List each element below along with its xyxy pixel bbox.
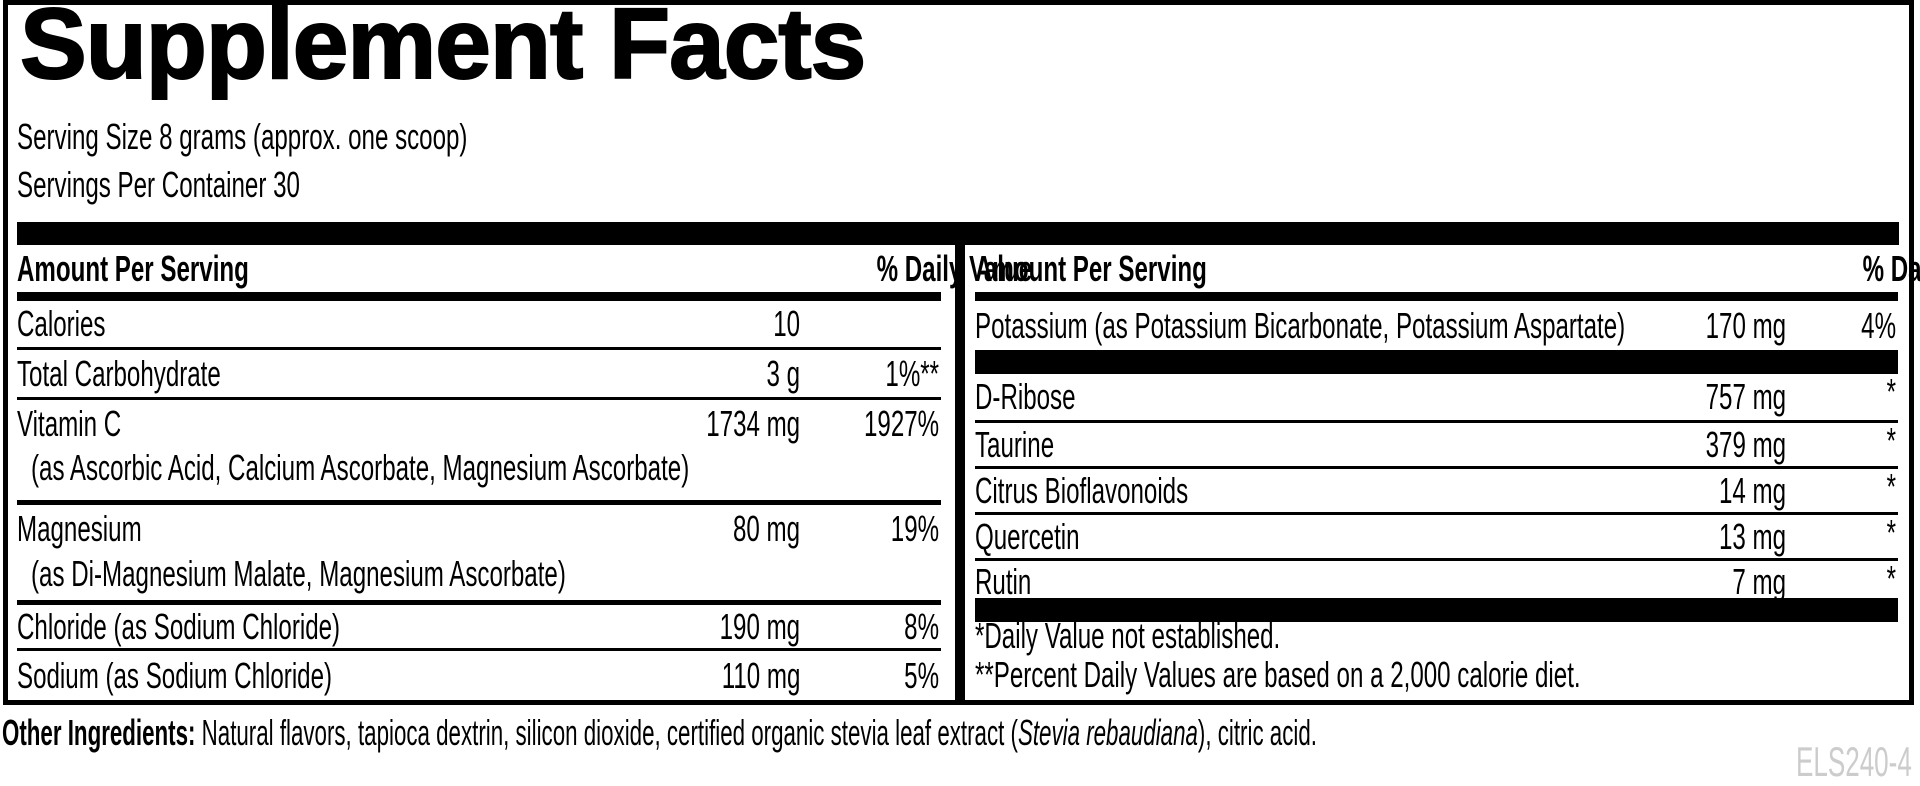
- nutrient-amount: 80 mg: [732, 508, 800, 550]
- table-subrow: (as Ascorbic Acid, Calcium Ascorbate, Ma…: [17, 447, 941, 505]
- daily-value-header: % Daily Value: [876, 247, 1033, 289]
- nutrient-amount: 1734 mg: [706, 402, 800, 444]
- servings-per-container-line: Servings Per Container 30: [17, 164, 439, 205]
- nutrient-dv: 1%**: [885, 352, 939, 394]
- table-row: Calories 10: [17, 301, 941, 350]
- nutrient-amount: 190 mg: [719, 605, 800, 647]
- nutrient-amount: 10: [773, 303, 800, 345]
- right-facts-table: Amount Per Serving % Daily Value Potassi…: [975, 245, 1920, 700]
- nutrient-dv-asterisk: *: [1886, 512, 1896, 553]
- table-row: D-Ribose 757 mg *: [975, 374, 1898, 423]
- serving-size-line: Serving Size 8 grams (approx. one scoop): [17, 116, 689, 157]
- nutrient-name: Sodium (as Sodium Chloride): [17, 654, 333, 696]
- nutrient-dv: 4%: [1861, 304, 1896, 346]
- footnote-text: **Percent Daily Values are based on a 2,…: [975, 654, 1581, 695]
- table-subrow: (as Di-Magnesium Malate, Magnesium Ascor…: [17, 553, 941, 605]
- amount-per-serving-header: Amount Per Serving: [975, 247, 1207, 289]
- nutrient-dv: 1927%: [863, 402, 939, 444]
- nutrient-source-note: (as Di-Magnesium Malate, Magnesium Ascor…: [31, 553, 566, 594]
- other-ingredients-latin-name: Stevia rebaudiana: [1017, 712, 1198, 753]
- table-vertical-divider: [955, 245, 965, 700]
- nutrient-dv-asterisk: *: [1886, 558, 1896, 599]
- table-row: Taurine 379 mg *: [975, 423, 1898, 469]
- table-row: Rutin 7 mg *: [975, 558, 1898, 603]
- section-separator-bar: [975, 350, 1898, 374]
- nutrient-amount: 14 mg: [1718, 469, 1786, 511]
- nutrient-name: Calories: [17, 303, 106, 345]
- supplement-facts-panel: [3, 0, 1914, 705]
- other-ingredients-label: Other Ingredients:: [2, 712, 196, 753]
- amount-per-serving-header: Amount Per Serving: [17, 247, 249, 289]
- product-code-text: ELS240-4: [1796, 738, 1912, 785]
- right-table-header: Amount Per Serving % Daily Value: [975, 245, 1920, 301]
- table-row: Vitamin C 1734 mg 1927%: [17, 400, 941, 447]
- daily-value-header: % Daily Value: [1862, 247, 1920, 289]
- table-row: Chloride (as Sodium Chloride) 190 mg 8%: [17, 605, 941, 651]
- table-row: Potassium (as Potassium Bicarbonate, Pot…: [975, 301, 1898, 350]
- footnote-text: *Daily Value not established.: [975, 615, 1281, 657]
- nutrient-amount: 7 mg: [1732, 561, 1786, 602]
- nutrient-amount: 757 mg: [1705, 376, 1786, 418]
- nutrient-name: Magnesium: [17, 508, 142, 550]
- left-dv-header-cell: % Daily Value: [800, 248, 1033, 289]
- nutrient-amount: 13 mg: [1718, 515, 1786, 557]
- right-amount-header-cell: Amount Per Serving: [975, 248, 1646, 289]
- left-facts-table: Amount Per Serving % Daily Value Calorie…: [17, 245, 1033, 700]
- nutrient-amount: 110 mg: [721, 654, 800, 696]
- nutrient-amount: 170 mg: [1705, 304, 1786, 346]
- left-amount-header-cell: Amount Per Serving: [17, 248, 650, 289]
- nutrient-name: Rutin: [975, 561, 1032, 602]
- other-ingredients-tail: ), citric acid.: [1197, 712, 1317, 753]
- table-row: Sodium (as Sodium Chloride) 110 mg 5%: [17, 651, 941, 700]
- table-row: Citrus Bioflavonoids 14 mg *: [975, 469, 1898, 515]
- nutrient-name: D-Ribose: [975, 376, 1076, 418]
- section-separator-bar: [975, 598, 1898, 622]
- other-ingredients-line: Other Ingredients: Natural flavors, tapi…: [2, 712, 1920, 753]
- nutrient-dv: 5%: [904, 654, 939, 696]
- nutrient-name: Citrus Bioflavonoids: [975, 469, 1189, 511]
- nutrient-dv-asterisk: *: [1886, 466, 1896, 507]
- right-dv-header-cell: % Daily Value: [1786, 248, 1920, 289]
- footnote-daily-value: *Daily Value not established.: [975, 615, 1898, 656]
- table-row: Quercetin 13 mg *: [975, 515, 1898, 561]
- nutrient-amount: 3 g: [766, 352, 800, 394]
- nutrient-dv: 8%: [904, 605, 939, 647]
- nutrient-name: Vitamin C: [17, 402, 122, 444]
- table-row: Magnesium 80 mg 19%: [17, 505, 941, 553]
- nutrient-amount: 379 mg: [1705, 423, 1786, 465]
- nutrient-dv-asterisk: *: [1886, 371, 1896, 412]
- nutrient-name: Chloride (as Sodium Chloride): [17, 605, 341, 647]
- servings-per-container-text: Servings Per Container 30: [17, 164, 300, 205]
- nutrient-dv: 19%: [890, 508, 939, 550]
- serving-size-text: Serving Size 8 grams (approx. one scoop): [17, 116, 468, 157]
- other-ingredients-body: Natural flavors, tapioca dextrin, silico…: [195, 712, 1018, 753]
- nutrient-name: Total Carbohydrate: [17, 352, 221, 394]
- footnote-percent-dv: **Percent Daily Values are based on a 2,…: [975, 650, 1898, 700]
- nutrient-name: Quercetin: [975, 515, 1080, 557]
- nutrient-name: Potassium (as Potassium Bicarbonate, Pot…: [975, 304, 1626, 346]
- nutrient-dv-asterisk: *: [1886, 420, 1896, 461]
- page-title: Supplement Facts: [19, 0, 867, 100]
- left-table-header: Amount Per Serving % Daily Value: [17, 245, 1033, 301]
- header-separator-bar: [17, 222, 1899, 245]
- nutrient-source-note: (as Ascorbic Acid, Calcium Ascorbate, Ma…: [31, 447, 690, 488]
- nutrient-name: Taurine: [975, 423, 1055, 465]
- other-ingredients-text: Other Ingredients: Natural flavors, tapi…: [2, 712, 1317, 753]
- product-code: ELS240-4: [1725, 738, 1912, 786]
- table-row: Total Carbohydrate 3 g 1%**: [17, 350, 941, 400]
